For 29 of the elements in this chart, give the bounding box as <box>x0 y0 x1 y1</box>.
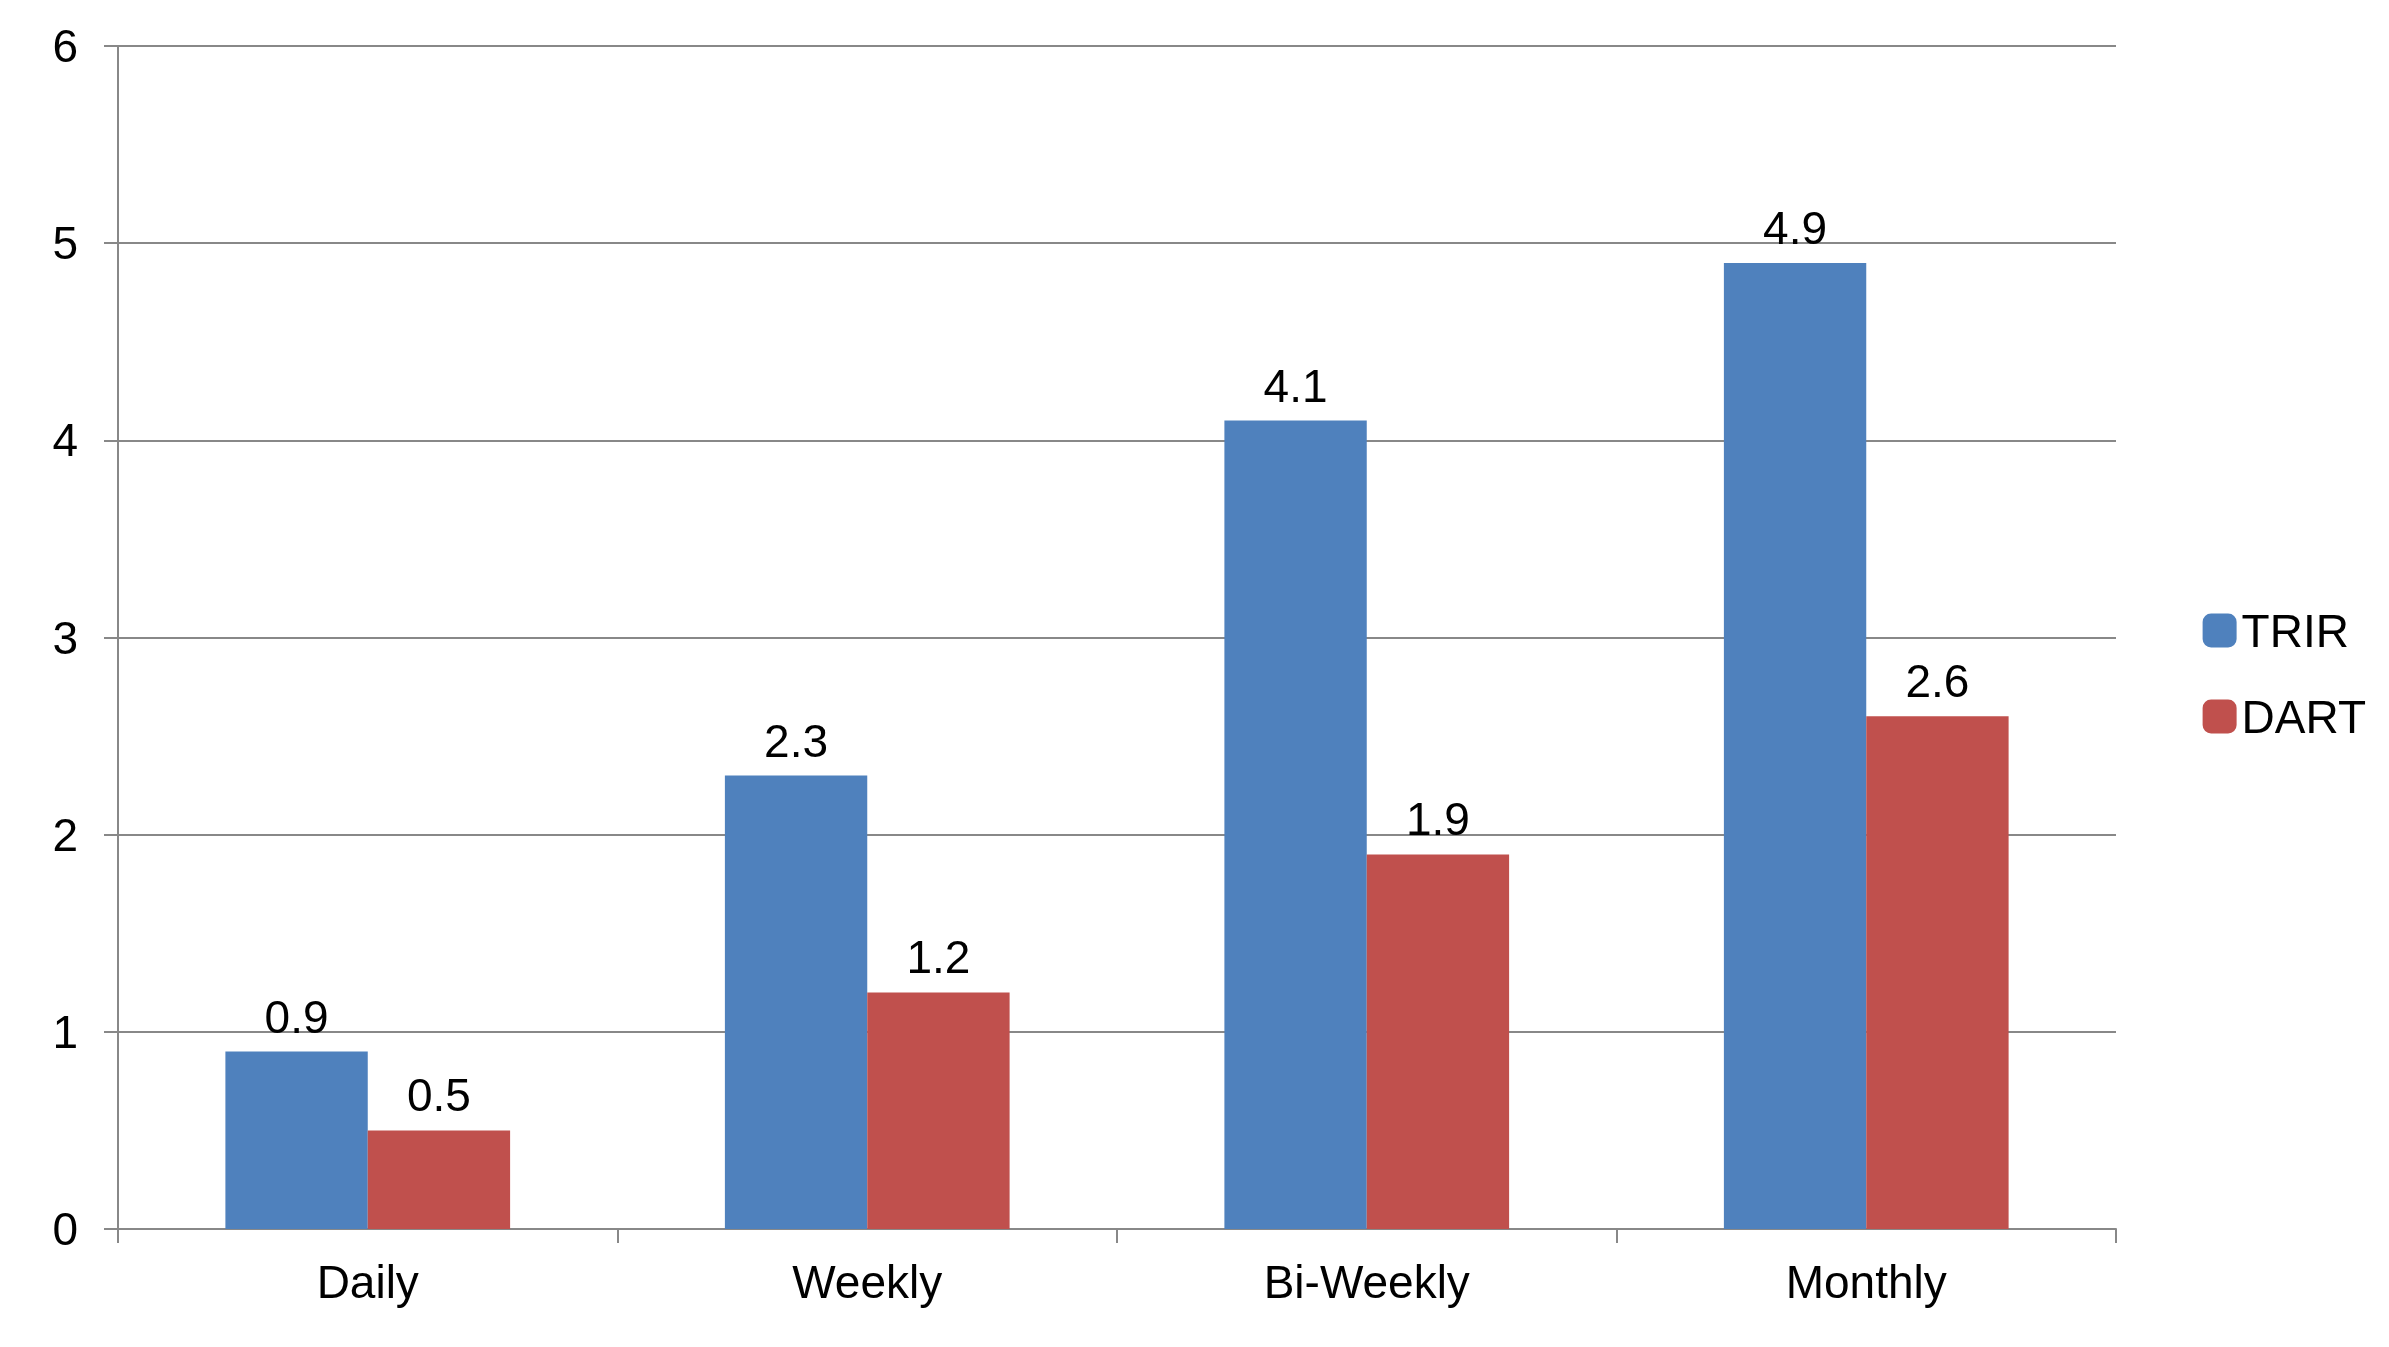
data-label: 2.6 <box>1905 655 1970 708</box>
y-tick-label: 5 <box>52 217 78 270</box>
bar <box>867 992 1010 1229</box>
y-tick-label: 3 <box>52 611 78 664</box>
bar <box>1366 854 1510 1229</box>
data-label: 4.9 <box>1763 201 1828 254</box>
data-label: 1.2 <box>906 931 971 984</box>
bar <box>1866 716 2009 1229</box>
y-tick-label: 0 <box>52 1203 78 1255</box>
data-label: 0.5 <box>406 1069 471 1122</box>
data-label: 4.1 <box>1263 359 1328 412</box>
data-label: 0.9 <box>264 990 329 1043</box>
y-tick-label: 1 <box>52 1005 78 1058</box>
x-tick-label: Daily <box>316 1256 419 1308</box>
data-label: 1.9 <box>1405 793 1470 846</box>
x-tick-label: Monthly <box>1785 1256 1947 1308</box>
bar <box>724 775 868 1229</box>
x-tick-label: Bi-Weekly <box>1263 1256 1470 1308</box>
y-tick-label: 4 <box>52 414 78 467</box>
bar <box>367 1130 511 1229</box>
bar <box>1224 420 1367 1229</box>
bar <box>1723 262 1867 1229</box>
x-tick-label: Weekly <box>792 1256 943 1308</box>
legend-label: DART <box>2241 690 2366 743</box>
data-label: 2.3 <box>764 714 829 767</box>
y-tick-label: 6 <box>52 20 78 72</box>
bar <box>225 1051 368 1229</box>
legend-label: TRIR <box>2241 604 2349 657</box>
y-tick-label: 2 <box>52 808 78 861</box>
